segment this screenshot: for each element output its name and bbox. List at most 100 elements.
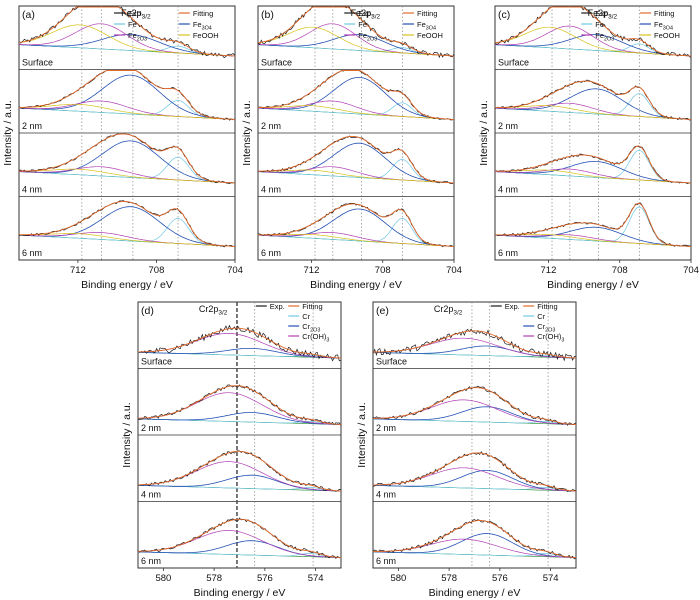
x-axis-label-text: Binding energy / eV (310, 279, 402, 291)
legend-entry: Cr (302, 312, 310, 321)
subpanel-3: 4 nm (137, 450, 342, 500)
subpanel-3: 4 nm (372, 451, 577, 500)
subpanel-4: 6 nm (18, 200, 236, 258)
oxide-a-component (18, 34, 236, 57)
legend-entry: Exp. (358, 9, 373, 18)
metal-component (494, 43, 692, 57)
legend-entry-text: Fitting (417, 9, 437, 18)
legend-entry: Cr(OH)3 (302, 332, 329, 344)
chart-panel-2: Surface 2 nm 4 nm 6 nm 712 708 704 Binding ener… (241, 5, 462, 291)
fitting-curve (138, 327, 342, 359)
x-tick-label: 712 (304, 265, 320, 276)
x-axis-label: Binding energy / eV (194, 587, 286, 599)
depth-label: 6 nm (261, 248, 281, 258)
legend-entry-text: Exp. (505, 302, 520, 311)
fitting-curve (373, 452, 577, 492)
legend-entry-text: Fe (595, 20, 604, 29)
depth-label: 4 nm (498, 185, 518, 195)
chart-panel-4: Surface 2 nm 4 nm 6 nm 580 578 576 574 Binding e… (121, 301, 342, 599)
y-axis-label: Intensity / a.u. (478, 100, 490, 165)
legend-entry-sub: 3O4 (426, 26, 436, 32)
x-tick-label: 712 (541, 265, 557, 276)
depth-label-text: 4 nm (498, 185, 518, 195)
subpanel-1: Surface (257, 6, 455, 68)
fitting-curve (257, 203, 455, 247)
legend-entry: Fe (128, 20, 137, 29)
subpanel-4: 6 nm (257, 202, 455, 258)
spectrum-label: Fe2p3/2 (588, 8, 618, 21)
y-axis-label: Intensity / a.u. (241, 100, 253, 165)
spectrum-label-sub: 3/2 (453, 310, 462, 317)
depth-label: 2 nm (22, 121, 42, 131)
depth-label-text: 2 nm (22, 121, 42, 131)
x-tick-label-text: 712 (541, 265, 557, 276)
panel-letter: (a) (22, 9, 35, 21)
panel-letter-text: (a) (22, 9, 35, 21)
spectrum-label-text: Cr2p (199, 304, 219, 314)
legend-entry-text: Cr (302, 322, 310, 331)
panel-letter: (d) (141, 305, 154, 317)
depth-label-text: 6 nm (22, 248, 42, 258)
legend-entry-text: Cr (537, 322, 545, 331)
spectrum-label-sub: 3/2 (142, 14, 151, 21)
chart-panel-5: Surface 2 nm 4 nm 6 nm 580 578 576 574 Binding e… (356, 301, 577, 599)
legend-entry-text: Exp. (128, 9, 143, 18)
oxide-a-component (373, 470, 577, 492)
depth-label: 4 nm (22, 185, 42, 195)
x-tick-label: 708 (375, 265, 391, 276)
legend-entry-text: Fe (358, 20, 367, 29)
x-tick-label: 578 (206, 573, 222, 584)
legend-entry-text: Fe (193, 20, 202, 29)
fitting-curve (373, 330, 577, 359)
x-tick-label: 580 (155, 573, 171, 584)
legend-entry-text: Fe (417, 20, 426, 29)
fitting-curve (494, 145, 692, 184)
depth-label: Surface (376, 357, 407, 367)
metal-component (257, 102, 455, 120)
legend-entry: Cr2O3 (302, 322, 320, 334)
x-tick-label-text: 580 (155, 573, 171, 584)
x-tick-label: 704 (683, 265, 699, 276)
x-tick-label-text: 708 (375, 265, 391, 276)
depth-label-text: 6 nm (498, 248, 518, 258)
depth-label: 6 nm (141, 556, 161, 566)
spectrum-label-text: Fe2p (588, 8, 609, 18)
fitting-curve (494, 6, 692, 57)
x-tick-label: 708 (149, 265, 165, 276)
chart-panel-1: Surface 2 nm 4 nm 6 nm 712 708 704 Binding ener… (2, 5, 243, 291)
legend-entry-sub: 3O4 (663, 26, 673, 32)
legend-entry-text: Fitting (537, 302, 557, 311)
depth-label: 6 nm (22, 248, 42, 258)
spectrum-label: Cr2p3/2 (199, 304, 228, 317)
legend-entry: Exp. (128, 9, 143, 18)
oxide-a-component (494, 161, 692, 184)
depth-label-text: 6 nm (261, 248, 281, 258)
x-tick-label-text: 576 (492, 573, 508, 584)
x-axis-label: Binding energy / eV (81, 279, 173, 291)
x-tick-label: 576 (257, 573, 273, 584)
x-axis-label: Binding energy / eV (310, 279, 402, 291)
depth-label: 4 nm (261, 185, 281, 195)
panel-letter: (b) (261, 9, 274, 21)
legend-entry: Fe3O4 (417, 20, 436, 32)
hydroxide-component (258, 169, 455, 184)
legend-entry-text: Fitting (654, 9, 674, 18)
x-tick-label-text: 712 (70, 265, 86, 276)
subpanel-2: 2 nm (138, 384, 342, 433)
hydroxide-component (19, 233, 236, 247)
legend-entry-text: Exp. (358, 9, 373, 18)
legend-entry-sub: 2O3 (604, 37, 614, 43)
x-tick-label: 580 (390, 573, 406, 584)
x-tick-label: 578 (441, 573, 457, 584)
legend-entry: Exp. (505, 302, 520, 311)
subpanel-2: 2 nm (18, 70, 236, 131)
x-tick-label: 704 (446, 265, 462, 276)
x-tick-label-text: 708 (149, 265, 165, 276)
depth-label-text: Surface (22, 58, 53, 68)
x-tick-label-text: 580 (390, 573, 406, 584)
spectrum-label-sub: 3/2 (608, 14, 617, 21)
